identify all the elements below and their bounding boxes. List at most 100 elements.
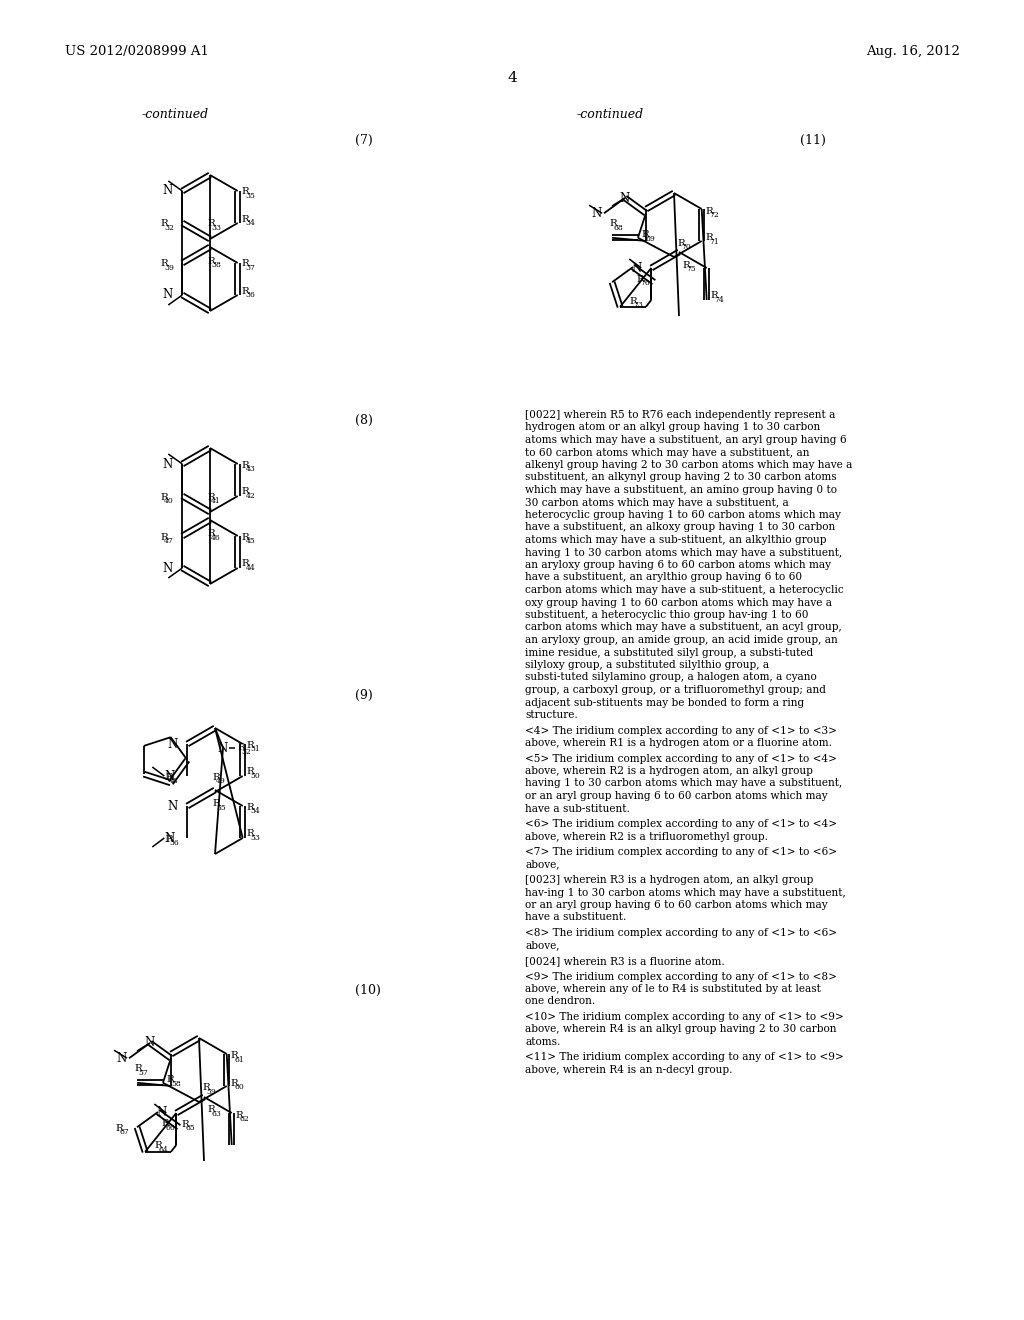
Text: R: R <box>230 1052 239 1060</box>
Text: R: R <box>636 275 644 284</box>
Text: 69: 69 <box>646 235 655 243</box>
Text: R: R <box>247 767 254 776</box>
Text: 72: 72 <box>710 211 720 219</box>
Text: R: R <box>242 487 250 496</box>
Text: 53: 53 <box>251 834 260 842</box>
Text: N: N <box>117 1052 127 1065</box>
Text: having 1 to 30 carbon atoms which may have a substituent,: having 1 to 30 carbon atoms which may ha… <box>525 548 843 557</box>
Text: <8> The iridium complex according to any of <1> to <6>: <8> The iridium complex according to any… <box>525 928 837 939</box>
Text: N: N <box>144 1036 155 1049</box>
Text: R: R <box>207 1106 215 1114</box>
Text: R: R <box>115 1123 123 1133</box>
Text: R: R <box>609 219 616 228</box>
Text: 36: 36 <box>246 290 256 300</box>
Text: 51: 51 <box>251 744 260 752</box>
Text: 54: 54 <box>251 807 260 814</box>
Text: R: R <box>242 260 250 268</box>
Text: have a substituent.: have a substituent. <box>525 912 627 923</box>
Text: 65: 65 <box>186 1125 196 1133</box>
Text: adjacent sub-stituents may be bonded to form a ring: adjacent sub-stituents may be bonded to … <box>525 697 804 708</box>
Text: group, a carboxyl group, or a trifluoromethyl group; and: group, a carboxyl group, or a trifluorom… <box>525 685 826 696</box>
Text: 32: 32 <box>164 224 174 232</box>
Text: substituent, a heterocyclic thio group hav-ing 1 to 60: substituent, a heterocyclic thio group h… <box>525 610 809 620</box>
Text: [0022] wherein R5 to R76 each independently represent a: [0022] wherein R5 to R76 each independen… <box>525 411 836 420</box>
Text: R: R <box>682 260 690 269</box>
Text: <6> The iridium complex according to any of <1> to <4>: <6> The iridium complex according to any… <box>525 818 837 829</box>
Text: N: N <box>162 289 172 301</box>
Text: R: R <box>247 829 254 838</box>
Text: hydrogen atom or an alkyl group having 1 to 30 carbon: hydrogen atom or an alkyl group having 1… <box>525 422 820 433</box>
Text: 4: 4 <box>507 71 517 84</box>
Text: above, wherein any of le to R4 is substituted by at least: above, wherein any of le to R4 is substi… <box>525 983 821 994</box>
Text: 49: 49 <box>216 777 225 785</box>
Text: 57: 57 <box>138 1069 147 1077</box>
Text: 48: 48 <box>169 777 179 785</box>
Text: US 2012/0208999 A1: US 2012/0208999 A1 <box>65 45 209 58</box>
Text: R: R <box>242 286 250 296</box>
Text: R: R <box>242 560 250 569</box>
Text: hav-ing 1 to 30 carbon atoms which may have a substituent,: hav-ing 1 to 30 carbon atoms which may h… <box>525 887 846 898</box>
Text: 68: 68 <box>613 224 623 232</box>
Text: R: R <box>207 492 215 502</box>
Text: 61: 61 <box>234 1056 245 1064</box>
Text: R: R <box>247 741 254 750</box>
Text: silyloxy group, a substituted silylthio group, a: silyloxy group, a substituted silylthio … <box>525 660 769 671</box>
Text: 38: 38 <box>211 261 221 269</box>
Text: R: R <box>134 1064 141 1073</box>
Text: 60: 60 <box>234 1082 245 1092</box>
Text: N: N <box>218 742 228 755</box>
Text: <4> The iridium complex according to any of <1> to <3>: <4> The iridium complex according to any… <box>525 726 837 735</box>
Text: <11> The iridium complex according to any of <1> to <9>: <11> The iridium complex according to an… <box>525 1052 844 1063</box>
Text: R: R <box>207 256 215 265</box>
Text: <7> The iridium complex according to any of <1> to <6>: <7> The iridium complex according to any… <box>525 847 837 857</box>
Text: R: R <box>230 1078 239 1088</box>
Text: R: R <box>155 1142 162 1151</box>
Text: N: N <box>162 561 172 574</box>
Text: R: R <box>630 297 637 305</box>
Text: R: R <box>182 1119 189 1129</box>
Text: alkenyl group having 2 to 30 carbon atoms which may have a: alkenyl group having 2 to 30 carbon atom… <box>525 459 852 470</box>
Text: 55: 55 <box>216 804 225 812</box>
Text: <10> The iridium complex according to any of <1> to <9>: <10> The iridium complex according to an… <box>525 1012 844 1022</box>
Text: N: N <box>162 185 172 198</box>
Text: substituent, an alkynyl group having 2 to 30 carbon atoms: substituent, an alkynyl group having 2 t… <box>525 473 837 483</box>
Text: R: R <box>207 529 215 539</box>
Text: R: R <box>165 834 173 843</box>
Text: 37: 37 <box>246 264 256 272</box>
Text: to 60 carbon atoms which may have a substituent, an: to 60 carbon atoms which may have a subs… <box>525 447 810 458</box>
Text: 45: 45 <box>246 537 255 545</box>
Text: 66: 66 <box>165 1125 175 1133</box>
Text: above, wherein R2 is a trifluoromethyl group.: above, wherein R2 is a trifluoromethyl g… <box>525 832 768 842</box>
Text: 35: 35 <box>246 191 256 201</box>
Text: 56: 56 <box>169 840 179 847</box>
Text: have a sub-stituent.: have a sub-stituent. <box>525 804 630 813</box>
Text: N: N <box>592 207 602 219</box>
Text: R: R <box>161 492 168 502</box>
Text: N: N <box>620 191 630 205</box>
Text: R: R <box>711 292 719 301</box>
Text: 76: 76 <box>640 279 650 286</box>
Text: N: N <box>164 832 174 845</box>
Text: oxy group having 1 to 60 carbon atoms which may have a: oxy group having 1 to 60 carbon atoms wh… <box>525 598 831 607</box>
Text: 46: 46 <box>211 535 221 543</box>
Text: 59: 59 <box>206 1088 216 1096</box>
Text: N: N <box>164 770 174 783</box>
Text: atoms which may have a sub-stituent, an alkylthio group: atoms which may have a sub-stituent, an … <box>525 535 826 545</box>
Text: carbon atoms which may have a sub-stituent, a heterocyclic: carbon atoms which may have a sub-stitue… <box>525 585 844 595</box>
Text: heterocyclic group having 1 to 60 carbon atoms which may: heterocyclic group having 1 to 60 carbon… <box>525 510 841 520</box>
Text: R: R <box>706 206 714 215</box>
Text: an aryloxy group having 6 to 60 carbon atoms which may: an aryloxy group having 6 to 60 carbon a… <box>525 560 831 570</box>
Text: having 1 to 30 carbon atoms which may have a substituent,: having 1 to 30 carbon atoms which may ha… <box>525 779 843 788</box>
Text: -continued: -continued <box>577 108 643 121</box>
Text: structure.: structure. <box>525 710 578 719</box>
Text: atoms.: atoms. <box>525 1038 560 1047</box>
Text: R: R <box>242 214 250 223</box>
Text: (7): (7) <box>355 133 373 147</box>
Text: 74: 74 <box>715 296 724 304</box>
Text: 41: 41 <box>211 498 221 506</box>
Text: R: R <box>247 803 254 812</box>
Text: N: N <box>156 1106 166 1119</box>
Text: (10): (10) <box>355 983 381 997</box>
Text: above, wherein R1 is a hydrogen atom or a fluorine atom.: above, wherein R1 is a hydrogen atom or … <box>525 738 831 748</box>
Text: (11): (11) <box>800 133 826 147</box>
